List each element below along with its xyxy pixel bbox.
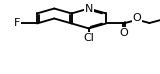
Text: Cl: Cl	[83, 33, 94, 43]
Text: O: O	[133, 13, 142, 23]
Text: O: O	[119, 28, 128, 38]
Text: F: F	[14, 18, 20, 28]
Text: N: N	[85, 3, 93, 14]
